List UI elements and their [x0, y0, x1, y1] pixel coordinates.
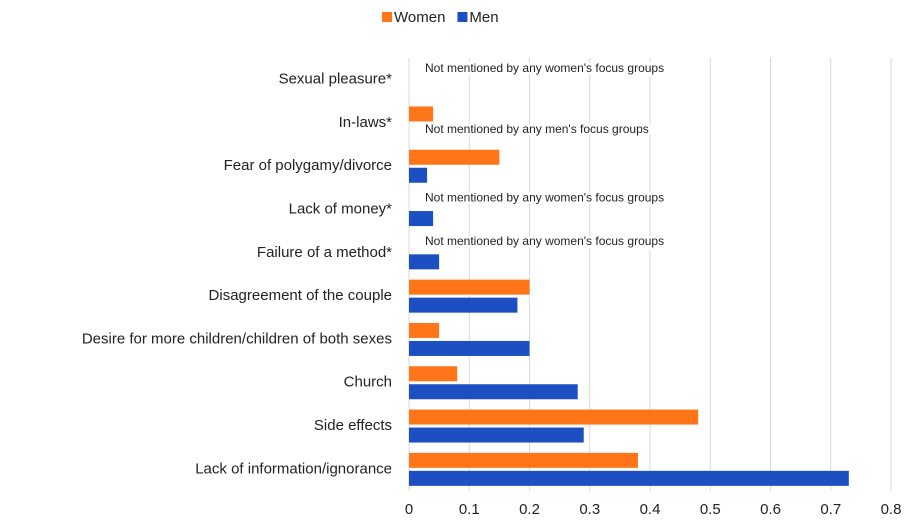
legend-swatch: [457, 12, 468, 22]
bar: [409, 452, 638, 468]
bar: [409, 167, 428, 183]
y-tick-label: Lack of information/ignorance: [195, 460, 392, 477]
y-tick-label: Sexual pleasure*: [279, 71, 393, 88]
y-tick-label: Lack of money*: [289, 201, 393, 218]
y-tick-label: Disagreement of the couple: [209, 287, 392, 304]
bar: [409, 279, 530, 295]
annotation: Not mentioned by any women's focus group…: [425, 234, 664, 248]
y-tick-label: Side effects: [314, 417, 392, 434]
y-tick-label: Church: [344, 374, 392, 391]
bar: [409, 470, 849, 486]
bar: [409, 106, 434, 122]
bar: [409, 384, 578, 400]
bar: [409, 366, 458, 382]
x-tick-label: 0.1: [459, 501, 480, 518]
y-tick-label: Fear of polygamy/divorce: [224, 157, 392, 174]
annotation: Not mentioned by any women's focus group…: [425, 191, 664, 205]
bar: [409, 211, 434, 227]
legend-label: Men: [469, 9, 498, 26]
bar: [409, 297, 518, 313]
y-tick-label: In-laws*: [339, 114, 393, 131]
x-tick-label: 0.2: [519, 501, 540, 518]
bar: [409, 254, 440, 270]
x-tick-label: 0.4: [640, 501, 661, 518]
legend-label: Women: [394, 9, 445, 26]
bar: [409, 409, 699, 425]
annotation: Not mentioned by any men's focus groups: [425, 122, 649, 136]
x-tick-label: 0.8: [881, 501, 902, 518]
x-tick-label: 0.7: [820, 501, 841, 518]
bar: [409, 427, 584, 443]
bar: [409, 149, 500, 165]
legend-swatch: [382, 12, 392, 22]
bar: [409, 340, 530, 356]
bar: [409, 322, 440, 338]
x-tick-label: 0.5: [700, 501, 721, 518]
x-tick-label: 0.6: [760, 501, 781, 518]
annotation: Not mentioned by any women's focus group…: [425, 61, 664, 75]
x-tick-label: 0.3: [579, 501, 600, 518]
y-tick-label: Failure of a method*: [257, 244, 392, 261]
x-tick-label: 0: [405, 501, 413, 518]
y-tick-label: Desire for more children/children of bot…: [82, 330, 392, 347]
